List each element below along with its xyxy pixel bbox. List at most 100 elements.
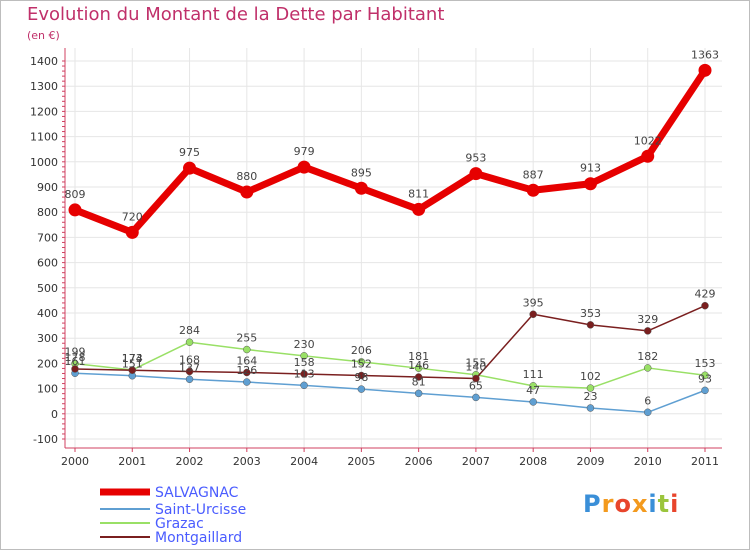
x-tick-label: 2008 <box>519 455 547 468</box>
data-labels: 161 151 137 126 113 98 81 65 47 23 6 93 199 174 284 255… <box>65 48 720 407</box>
series-line-saint-urcisse <box>74 372 706 414</box>
data-label: 151 <box>122 358 143 371</box>
legend-label: Grazac <box>155 516 204 532</box>
data-label: 284 <box>179 324 200 337</box>
data-label: 809 <box>65 188 86 201</box>
data-label: 429 <box>695 288 716 301</box>
data-label: 979 <box>294 145 315 158</box>
x-tick-label: 2001 <box>118 455 146 468</box>
data-label: 155 <box>465 357 486 370</box>
data-label: 887 <box>523 168 544 181</box>
data-label: 140 <box>465 361 486 374</box>
y-tick-label: 1200 <box>30 105 58 118</box>
data-label: 168 <box>179 353 200 366</box>
data-label: 102 <box>580 370 601 383</box>
data-label: 65 <box>469 379 483 392</box>
data-point <box>240 185 254 199</box>
data-label: 173 <box>122 352 143 365</box>
data-point <box>357 358 366 366</box>
legend-label: Montgaillard <box>155 530 242 546</box>
x-tick-label: 2005 <box>347 455 375 468</box>
series-lines <box>68 63 712 417</box>
data-label: 913 <box>580 162 601 175</box>
data-label: 164 <box>236 354 257 367</box>
data-point <box>128 366 137 374</box>
data-point <box>526 183 540 197</box>
data-label: 111 <box>523 368 544 381</box>
data-point <box>698 63 712 77</box>
logo-letter: P <box>583 490 602 518</box>
y-tick-label: 100 <box>37 383 58 396</box>
proxiti-logo: Proxiti <box>583 490 679 518</box>
legend-label: SALVAGNAC <box>155 485 239 501</box>
series-line-grazac <box>74 341 706 389</box>
logo-letter: i <box>648 490 658 518</box>
x-tick-label: 2010 <box>634 455 662 468</box>
chart-unit: (en €) <box>27 29 60 42</box>
data-point <box>414 364 423 372</box>
data-point <box>185 338 194 346</box>
logo-letter: r <box>601 490 615 518</box>
data-point <box>68 203 82 217</box>
data-label: 113 <box>294 367 315 380</box>
y-tick-label: 0 <box>51 408 58 421</box>
data-point <box>469 167 483 181</box>
y-tick-label: 800 <box>37 206 58 219</box>
data-label: 152 <box>351 357 372 370</box>
data-point <box>586 404 595 412</box>
data-label: 161 <box>65 355 86 368</box>
data-point <box>243 345 251 354</box>
data-point <box>701 301 709 310</box>
data-point <box>529 398 537 406</box>
y-tick-label: 400 <box>37 307 58 320</box>
data-point <box>300 370 308 378</box>
data-point <box>125 225 139 239</box>
data-point <box>412 202 426 216</box>
data-label: 81 <box>412 375 426 388</box>
data-label: 93 <box>698 372 712 385</box>
data-label: 953 <box>465 152 486 165</box>
data-point <box>701 371 709 379</box>
data-point <box>701 386 709 395</box>
data-label: 182 <box>637 350 658 363</box>
x-tick-label: 2000 <box>61 455 89 468</box>
data-label: 395 <box>523 296 544 309</box>
x-tick-label: 2006 <box>405 455 433 468</box>
data-label: 6 <box>644 394 651 407</box>
x-tick-label: 2004 <box>290 455 318 468</box>
data-label: 146 <box>408 359 429 372</box>
data-point <box>357 385 366 393</box>
y-tick-label: 1000 <box>30 156 58 169</box>
legend-label: Saint-Urcisse <box>155 502 246 518</box>
data-point <box>529 382 537 390</box>
logo-letter: t <box>657 490 671 518</box>
data-point <box>529 310 537 319</box>
x-tick-label: 2011 <box>691 455 719 468</box>
data-point <box>185 375 194 384</box>
data-label: 158 <box>294 356 315 369</box>
logo-letter: i <box>670 490 680 518</box>
y-tick-label: -100 <box>33 433 58 446</box>
x-tick-label: 2002 <box>176 455 204 468</box>
data-point <box>243 378 251 386</box>
y-tick-label: 1400 <box>30 55 58 68</box>
x-tick-label: 2009 <box>576 455 604 468</box>
data-label: 23 <box>583 390 597 403</box>
data-point <box>354 181 368 195</box>
data-label: 137 <box>179 361 200 374</box>
data-label: 1363 <box>691 48 719 61</box>
data-label: 895 <box>351 166 372 179</box>
data-label: 174 <box>122 352 143 365</box>
data-label: 230 <box>294 338 315 351</box>
data-label: 178 <box>65 351 86 364</box>
data-point <box>643 327 652 335</box>
y-tick-label: 600 <box>37 257 58 270</box>
data-point <box>414 373 423 381</box>
x-tick-label: 2007 <box>462 455 490 468</box>
data-label: 720 <box>122 210 143 223</box>
data-label: 98 <box>354 371 368 384</box>
data-point <box>243 368 251 377</box>
data-label: 126 <box>236 364 257 377</box>
data-label: 811 <box>408 187 429 200</box>
